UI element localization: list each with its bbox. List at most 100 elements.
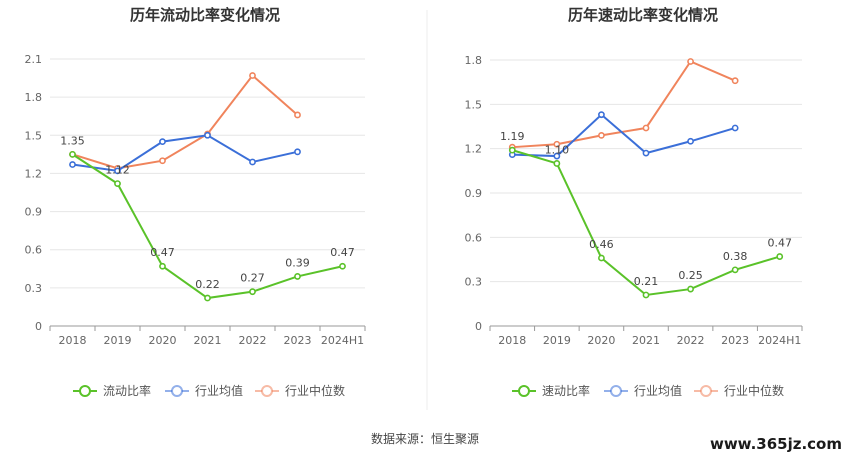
data-label: 0.21 [634,275,659,288]
data-point [776,253,784,260]
data-point [553,140,561,148]
y-tick-label: 1.2 [25,167,43,180]
data-label: 0.47 [767,237,792,250]
y-tick-label: 0.6 [465,231,483,244]
x-tick-label: 2022 [239,334,267,347]
data-point [159,157,166,165]
data-point [731,77,739,85]
data-point [687,137,694,145]
y-tick-label: 0.9 [25,206,43,219]
x-tick-label: 2018 [59,334,87,347]
series-line-行业均值 [512,113,736,158]
legend-marker [79,385,91,397]
legend-marker [610,385,622,397]
chart-title: 历年流动比率变化情况 [130,6,280,24]
data-label: 0.22 [195,278,220,291]
data-point [204,294,211,302]
series-line-行业中位数 [512,60,736,149]
data-point [598,111,605,119]
x-tick-label: 2020 [149,334,177,347]
series-line-行业中位数 [72,74,299,170]
x-tick-label: 2020 [587,334,615,347]
legend-label: 流动比率 [103,383,151,398]
chart-title: 历年速动比率变化情况 [568,6,718,24]
legend-item[interactable]: 行业中位数 [694,383,784,398]
y-tick-label: 0.3 [465,276,483,289]
data-point [687,285,694,293]
data-label: 0.27 [240,272,265,285]
data-point [249,158,256,166]
data-point [294,273,301,280]
data-point [687,58,694,65]
data-point [508,146,516,154]
legend-item[interactable]: 行业中位数 [255,383,345,398]
x-tick-label: 2019 [543,334,571,347]
x-tick-label: 2023 [284,334,312,347]
x-tick-label: 2021 [194,334,222,347]
legend-label: 行业中位数 [724,383,784,398]
data-label: 1.19 [500,130,525,143]
data-point [114,167,121,175]
x-tick-label: 2023 [721,334,749,347]
data-label: 0.47 [150,246,175,259]
x-tick-label: 2019 [104,334,132,347]
data-point [339,262,346,270]
legend-label: 行业中位数 [285,383,345,398]
legend-marker [700,385,712,397]
data-label: 0.46 [589,238,614,251]
data-point [249,288,256,296]
legend-item[interactable]: 流动比率 [73,383,151,398]
data-point [731,124,739,132]
legend-label: 行业均值 [634,383,682,398]
legend-label: 速动比率 [542,383,590,398]
legend-item[interactable]: 速动比率 [512,383,590,398]
legend-marker [261,385,273,397]
data-source: 数据来源：恒生聚源 [371,431,479,446]
y-tick-label: 1.8 [25,91,43,104]
x-tick-label: 2018 [498,334,526,347]
y-tick-label: 0 [35,320,42,333]
data-point [159,138,166,146]
data-point [642,291,650,299]
data-label: 0.25 [678,269,703,282]
data-point [642,124,650,132]
legend-item[interactable]: 行业均值 [604,383,682,398]
y-tick-label: 2.1 [25,53,43,66]
data-point [159,262,166,270]
y-tick-label: 1.5 [25,129,43,142]
y-tick-label: 0 [475,320,482,333]
data-point [598,131,605,139]
data-label: 1.12 [105,164,130,177]
y-tick-label: 1.5 [465,98,483,111]
data-label: 1.10 [545,143,570,156]
x-tick-label: 2021 [632,334,660,347]
x-tick-label: 2024H1 [321,334,364,347]
data-point [553,160,561,167]
quick-ratio-chart: 历年速动比率变化情况 0 0.3 0.6 0.9 1.2 1.5 1.8 2018 2019 202… [465,6,803,398]
data-point [249,72,256,79]
data-label: 0.38 [723,250,748,263]
x-tick-label: 2024H1 [758,334,801,347]
current-ratio-chart: 历年流动比率变化情况 0 0.3 0.6 0.9 1.2 1.5 1.8 2.1 2018 2019… [25,6,366,398]
watermark: www.365jz.com [710,435,842,453]
data-point [69,161,76,168]
legend-item[interactable]: 行业均值 [165,383,243,398]
legend-marker [171,385,183,397]
data-point [294,111,301,119]
data-point [731,266,739,274]
series-line-行业均值 [72,134,298,172]
series-line-速动比率 [511,149,781,297]
data-label: 0.47 [330,246,355,259]
data-point [553,152,561,160]
y-tick-label: 0.6 [25,244,43,257]
y-tick-label: 1.2 [465,143,483,156]
y-tick-label: 1.8 [465,54,483,67]
data-label: 1.35 [60,134,85,147]
legend-label: 行业均值 [195,383,243,398]
data-point [204,131,211,139]
data-point [69,150,76,158]
y-tick-label: 0.9 [465,187,483,200]
y-tick-label: 0.3 [25,282,43,295]
data-point [598,254,605,262]
